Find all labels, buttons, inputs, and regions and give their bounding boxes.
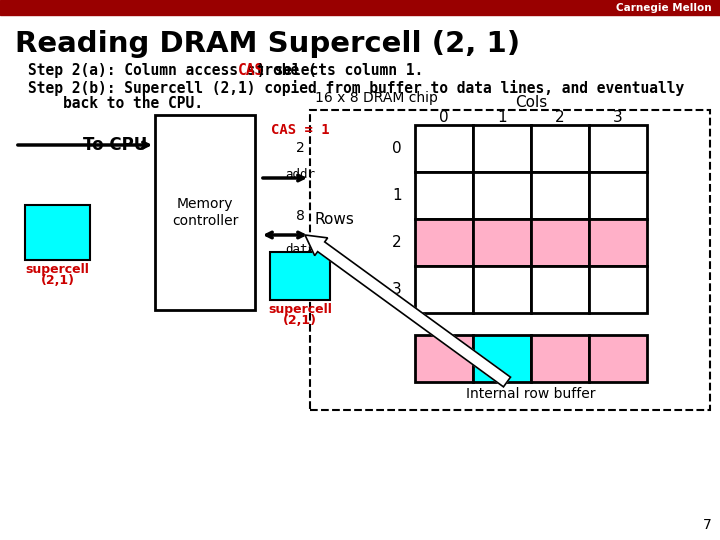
Text: 8: 8 xyxy=(296,209,305,223)
Text: 7: 7 xyxy=(703,518,712,532)
Bar xyxy=(473,266,531,313)
Text: 1: 1 xyxy=(498,110,507,125)
Text: Memory
controller: Memory controller xyxy=(172,198,238,227)
Bar xyxy=(155,115,255,310)
Text: (2,1): (2,1) xyxy=(283,314,317,327)
Text: addr: addr xyxy=(285,168,315,181)
Bar xyxy=(473,125,531,172)
Text: 2: 2 xyxy=(296,141,305,155)
Bar xyxy=(415,266,473,313)
Bar xyxy=(531,125,589,172)
Bar xyxy=(589,125,647,172)
Bar xyxy=(270,252,330,300)
Text: Cols: Cols xyxy=(515,95,547,110)
Bar xyxy=(415,335,473,382)
Text: Carnegie Mellon: Carnegie Mellon xyxy=(616,3,712,13)
Text: 3: 3 xyxy=(392,282,402,297)
Text: Step 2(b): Supercell (2,1) copied from buffer to data lines, and eventually: Step 2(b): Supercell (2,1) copied from b… xyxy=(28,80,684,96)
Text: 0: 0 xyxy=(439,110,449,125)
Bar xyxy=(473,335,531,382)
Text: 2: 2 xyxy=(555,110,564,125)
Bar xyxy=(25,205,90,260)
Text: ) selects column 1.: ) selects column 1. xyxy=(256,63,423,78)
Text: Reading DRAM Supercell (2, 1): Reading DRAM Supercell (2, 1) xyxy=(15,30,520,58)
Text: To CPU: To CPU xyxy=(83,136,147,154)
Bar xyxy=(415,172,473,219)
Bar xyxy=(531,172,589,219)
Text: back to the CPU.: back to the CPU. xyxy=(28,96,203,111)
Text: (2,1): (2,1) xyxy=(40,274,74,287)
Bar xyxy=(473,219,531,266)
Text: 3: 3 xyxy=(613,110,623,125)
Text: 16 x 8 DRAM chip: 16 x 8 DRAM chip xyxy=(315,91,438,105)
Text: 0: 0 xyxy=(392,141,402,156)
Bar xyxy=(473,172,531,219)
Bar xyxy=(531,219,589,266)
Bar xyxy=(531,266,589,313)
Text: CAS = 1: CAS = 1 xyxy=(271,123,329,137)
Text: Step 2(a): Column access strobe (: Step 2(a): Column access strobe ( xyxy=(28,63,317,78)
FancyArrow shape xyxy=(305,235,510,387)
Text: CAS: CAS xyxy=(238,63,264,78)
Bar xyxy=(0,0,720,15)
Bar xyxy=(531,335,589,382)
Text: data: data xyxy=(285,243,315,256)
Bar xyxy=(415,219,473,266)
Text: Rows: Rows xyxy=(315,212,355,226)
Bar xyxy=(589,335,647,382)
Text: Internal row buffer: Internal row buffer xyxy=(467,387,595,401)
Text: supercell: supercell xyxy=(26,263,89,276)
Bar xyxy=(415,125,473,172)
Text: 2: 2 xyxy=(392,235,402,250)
Text: 1: 1 xyxy=(392,188,402,203)
Bar xyxy=(589,172,647,219)
Bar xyxy=(310,110,710,410)
Text: supercell: supercell xyxy=(268,303,332,316)
Bar xyxy=(589,219,647,266)
Bar xyxy=(589,266,647,313)
